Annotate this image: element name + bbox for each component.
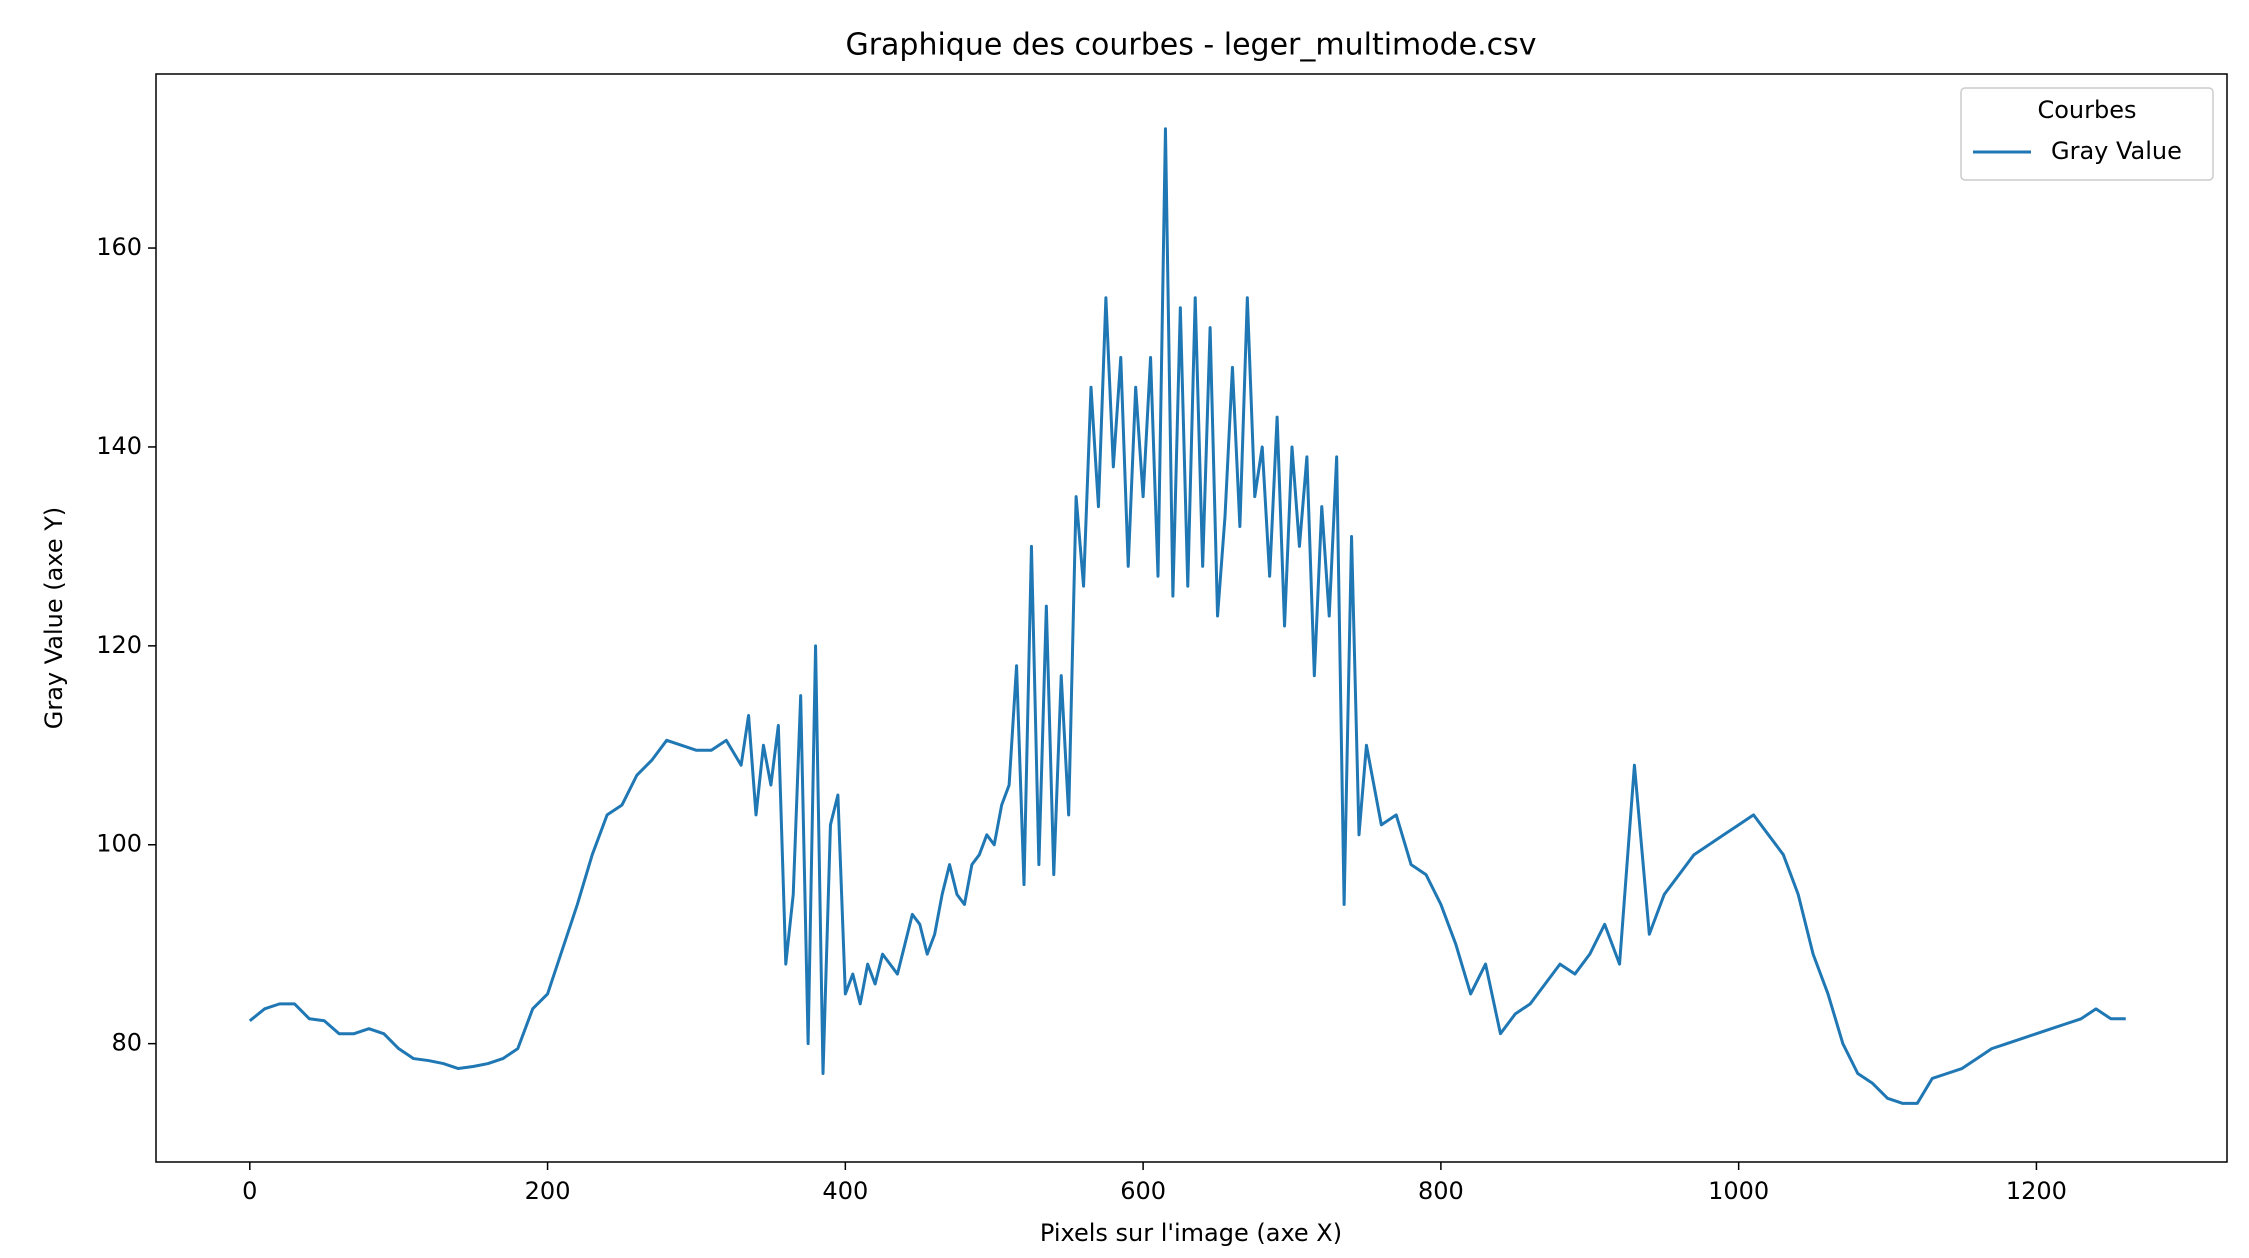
y-tick-label: 80: [111, 1029, 142, 1057]
x-axis-label: Pixels sur l'image (axe X): [1040, 1219, 1342, 1247]
legend-box: [1960, 87, 2214, 181]
x-tick-label: 0: [242, 1177, 257, 1205]
chart-title: Graphique des courbes - leger_multimode.…: [845, 28, 1536, 63]
y-tick-label: 140: [96, 432, 142, 460]
x-tick-label: 1000: [1708, 1177, 1769, 1205]
plot-frame: [155, 73, 2228, 1163]
y-tick-label: 160: [96, 233, 142, 261]
y-axis-label: Gray Value (axe Y): [40, 507, 68, 730]
y-tick-label: 100: [96, 830, 142, 858]
x-tick-label: 200: [525, 1177, 571, 1205]
data-line: [248, 127, 2126, 1105]
legend-title: Courbes: [2037, 96, 2136, 124]
legend-label: Gray Value: [2051, 137, 2182, 165]
x-tick-label: 600: [1120, 1177, 1166, 1205]
y-tick-label: 120: [96, 631, 142, 659]
x-tick-label: 800: [1418, 1177, 1464, 1205]
x-tick-label: 1200: [2006, 1177, 2067, 1205]
x-tick-label: 400: [822, 1177, 868, 1205]
